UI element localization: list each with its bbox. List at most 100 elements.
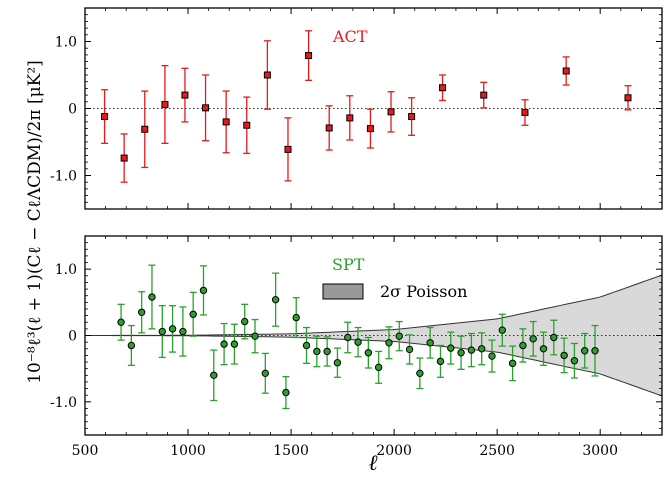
spt-marker xyxy=(159,328,165,334)
y-tick-label: 1.0 xyxy=(55,262,77,278)
spt-marker xyxy=(293,314,299,320)
spt-marker xyxy=(396,333,402,339)
act-point xyxy=(624,86,631,110)
y-tick-label: -1.0 xyxy=(50,169,77,185)
act-marker xyxy=(367,126,373,132)
act-marker xyxy=(121,155,127,161)
act-point xyxy=(305,31,312,81)
spt-point xyxy=(118,304,125,340)
act-point xyxy=(408,98,415,136)
spt-marker xyxy=(468,347,474,353)
x-axis-label: ℓ xyxy=(368,451,378,476)
spt-marker xyxy=(530,336,536,342)
y-axis-label: 10⁻⁸ℓ³(ℓ + 1)(Cℓ − CℓΛCDM)/2π [μK²] xyxy=(25,60,45,384)
spt-marker xyxy=(386,340,392,346)
spt-marker xyxy=(200,287,206,293)
spt-marker xyxy=(592,348,598,354)
spt-marker xyxy=(283,389,289,395)
legend-swatch xyxy=(323,284,363,299)
act-marker xyxy=(522,110,528,116)
act-point xyxy=(223,91,230,153)
act-marker xyxy=(244,122,250,128)
top-panel: 1.0 0 -1.0 ACT xyxy=(50,8,662,209)
act-point xyxy=(264,41,271,109)
spt-marker xyxy=(427,340,433,346)
spt-point xyxy=(396,322,403,351)
y-tick-label: 0 xyxy=(68,329,77,345)
act-marker xyxy=(162,101,168,107)
spt-marker xyxy=(252,333,258,339)
spt-point xyxy=(416,358,423,389)
spt-marker xyxy=(365,350,371,356)
act-marker xyxy=(264,72,270,78)
spt-marker xyxy=(180,328,186,334)
spt-point xyxy=(190,292,197,336)
spt-marker xyxy=(520,342,526,348)
spt-point xyxy=(293,298,300,338)
spt-point xyxy=(313,336,320,367)
spt-marker xyxy=(509,360,515,366)
spt-marker xyxy=(118,319,124,325)
act-point xyxy=(181,68,188,122)
spt-point xyxy=(252,320,259,353)
act-point xyxy=(161,66,168,144)
spt-marker xyxy=(448,345,454,351)
spt-point xyxy=(231,324,238,364)
spt-marker xyxy=(571,358,577,364)
act-point xyxy=(563,57,570,85)
act-point xyxy=(121,134,128,182)
spt-point xyxy=(210,350,217,400)
top-panel-label: ACT xyxy=(332,27,368,46)
spt-marker xyxy=(478,346,484,352)
act-marker xyxy=(481,92,487,98)
spt-marker xyxy=(551,334,557,340)
spt-point xyxy=(262,353,269,393)
spt-point xyxy=(241,304,248,338)
spt-point xyxy=(148,265,155,329)
spt-point xyxy=(169,306,176,352)
act-point xyxy=(521,100,528,125)
spt-marker xyxy=(303,342,309,348)
x-tick-label: 2000 xyxy=(376,443,412,459)
spt-marker xyxy=(138,309,144,315)
act-point xyxy=(141,91,148,167)
act-point xyxy=(367,109,374,148)
act-marker xyxy=(326,125,332,131)
spt-point xyxy=(128,326,135,366)
act-marker xyxy=(563,68,569,74)
x-tick-label: 2500 xyxy=(479,443,515,459)
x-tick-label: 500 xyxy=(72,443,99,459)
spt-point xyxy=(179,307,186,356)
act-marker xyxy=(388,109,394,115)
spt-marker xyxy=(406,346,412,352)
spt-point xyxy=(221,324,228,365)
spt-marker xyxy=(190,311,196,317)
spt-point xyxy=(272,273,279,326)
spt-marker xyxy=(489,353,495,359)
act-marker xyxy=(409,114,415,120)
x-tick-label: 1500 xyxy=(273,443,309,459)
act-point xyxy=(284,118,291,181)
act-point xyxy=(326,106,333,150)
act-marker xyxy=(285,146,291,152)
spt-marker xyxy=(314,348,320,354)
act-marker xyxy=(625,95,631,101)
spt-marker xyxy=(242,318,248,324)
legend-label: 2σ Poisson xyxy=(380,282,467,301)
spt-point xyxy=(437,345,444,377)
spt-marker xyxy=(149,294,155,300)
y-tick-label: 0 xyxy=(68,102,77,118)
spt-marker xyxy=(437,358,443,364)
spt-point xyxy=(365,337,372,368)
spt-point xyxy=(334,348,341,377)
spt-marker xyxy=(417,370,423,376)
spt-marker xyxy=(324,348,330,354)
spt-marker xyxy=(458,350,464,356)
bottom-panel: 500 1000 1500 2000 2500 3000 1.0 0 -1.0 SPT 2σ P… xyxy=(50,236,662,459)
act-point xyxy=(202,75,209,141)
act-marker xyxy=(203,105,209,111)
spt-point xyxy=(138,292,145,333)
act-marker xyxy=(440,85,446,91)
spt-marker xyxy=(262,370,268,376)
